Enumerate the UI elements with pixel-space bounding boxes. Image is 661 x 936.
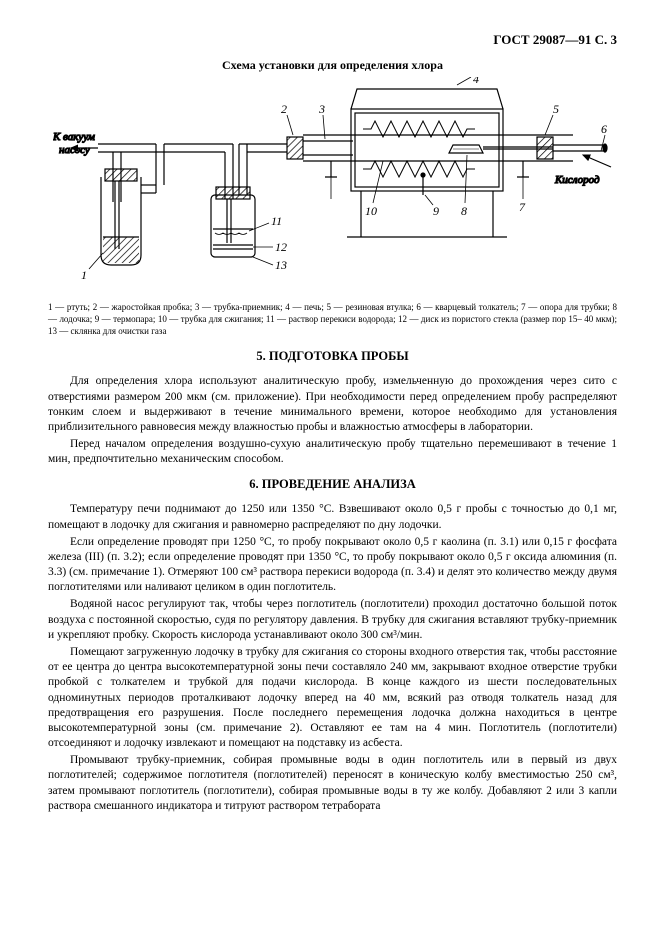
section-6-para-4: Помещают загруженную лодочку в трубку дл… [48, 645, 617, 751]
callout-2: 2 [281, 102, 287, 116]
callout-5: 5 [553, 102, 559, 116]
label-vacuum-1: К вакуум [53, 131, 95, 143]
section-6-title: 6. ПРОВЕДЕНИЕ АНАЛИЗА [48, 477, 617, 492]
page-header: ГОСТ 29087—91 С. 3 [48, 32, 617, 48]
callout-1: 1 [81, 268, 87, 282]
callout-11: 11 [271, 214, 282, 228]
section-6-para-3: Водяной насос регулируют так, чтобы чере… [48, 597, 617, 643]
callout-12: 12 [275, 240, 287, 254]
section-5-title: 5. ПОДГОТОВКА ПРОБЫ [48, 349, 617, 364]
callout-9: 9 [433, 204, 439, 218]
callout-8: 8 [461, 204, 467, 218]
figure-title: Схема установки для определения хлора [48, 58, 617, 73]
section-6-para-5: Промывают трубку-приемник, собирая промы… [48, 753, 617, 814]
section-6-para-1: Температуру печи поднимают до 1250 или 1… [48, 502, 617, 532]
callout-4: 4 [473, 77, 479, 86]
callout-13: 13 [275, 258, 287, 272]
callout-3: 3 [318, 102, 325, 116]
section-6-para-2: Если определение проводят при 1250 °С, т… [48, 535, 617, 596]
callout-7r: 7 [519, 200, 526, 214]
label-vacuum-2: насосу [59, 144, 90, 156]
label-oxygen: Кислород [554, 174, 600, 186]
figure-legend: 1 — ртуть; 2 — жаростойкая пробка; 3 — т… [48, 301, 617, 337]
callout-6: 6 [601, 122, 607, 136]
apparatus-diagram: К вакуум насосу [53, 77, 613, 295]
callout-10: 10 [365, 204, 377, 218]
section-5-para-1: Для определения хлора используют аналити… [48, 374, 617, 435]
section-5-para-2: Перед началом определения воздушно-сухую… [48, 437, 617, 467]
